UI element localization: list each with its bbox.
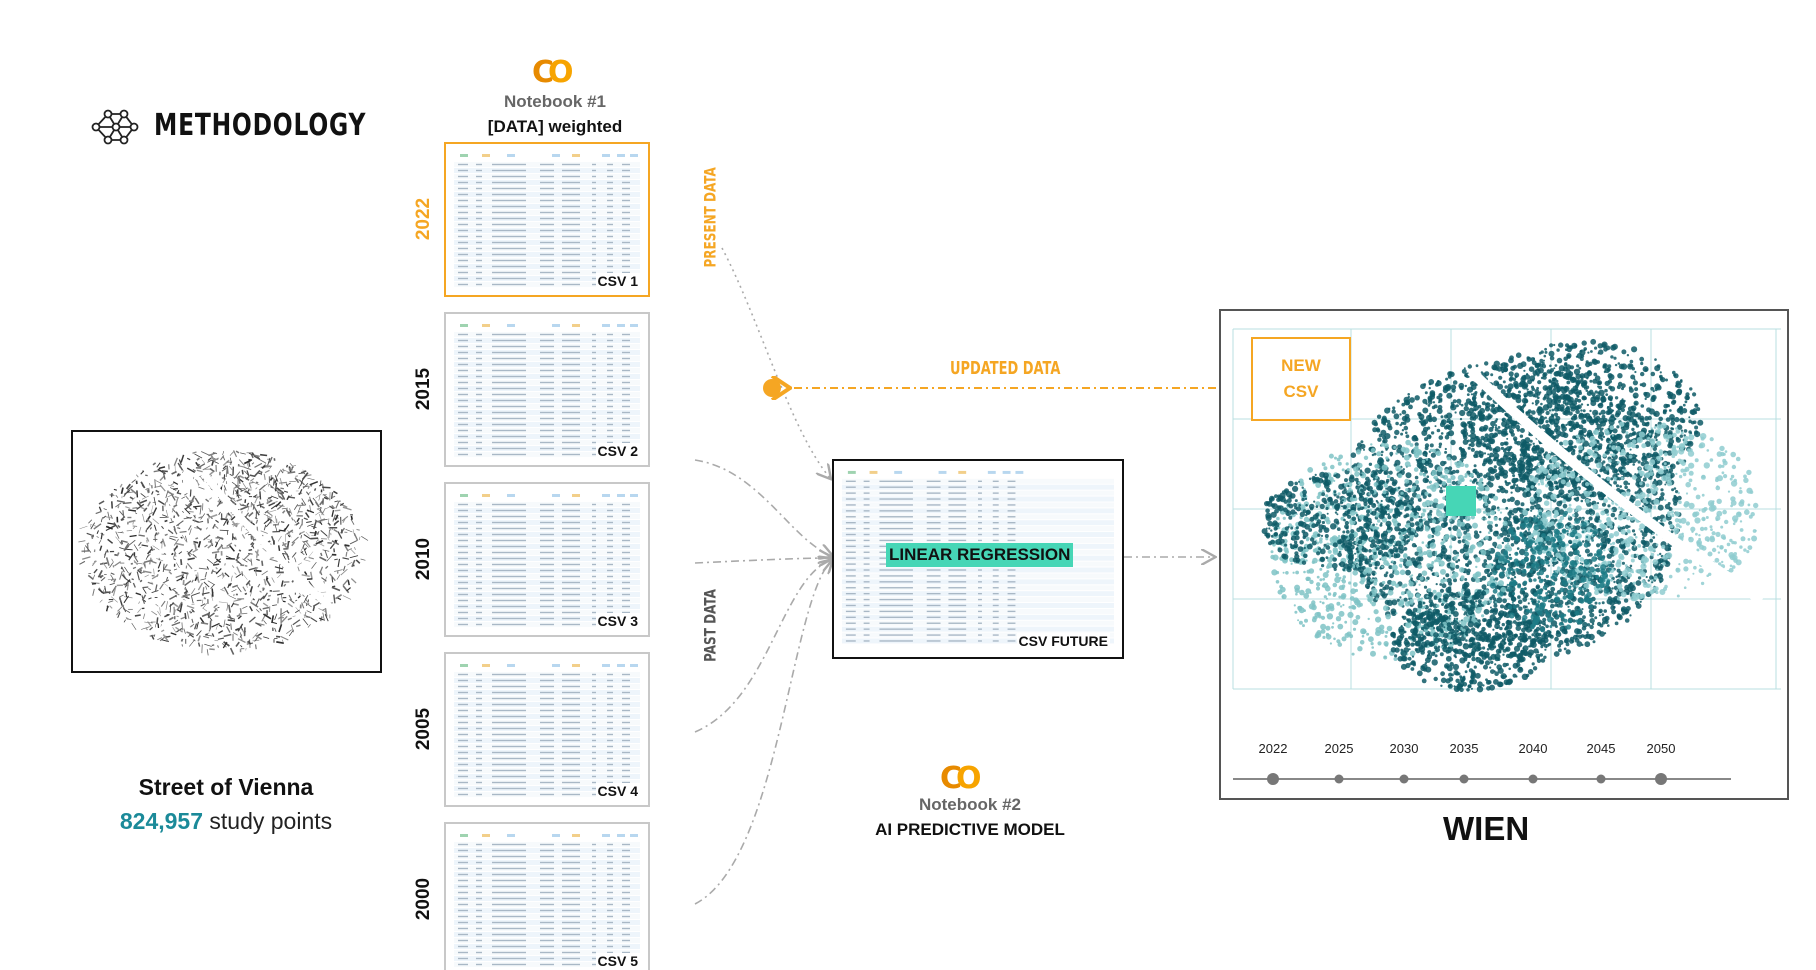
timeline-year: 2035 [1449,741,1479,756]
timeline-dot [1399,774,1409,784]
new-csv-line1: NEW [1281,356,1321,375]
csv-label: CSV 5 [595,953,640,969]
new-csv-line2: CSV [1283,382,1319,401]
table-preview [454,834,640,967]
timeline-dot [1267,773,1279,785]
timeline-dot [1334,774,1344,784]
table-preview [454,664,640,797]
linear-regression-badge: LINEAR REGRESSION [886,543,1074,567]
timeline-dot [1655,773,1667,785]
timeline-dot [1596,774,1606,784]
csv-year: 2000 [413,877,434,921]
csv-label: CSV 4 [595,783,640,799]
timeline-year: 2025 [1324,741,1354,756]
wien-prediction-map [1232,328,1781,785]
study-points-count: 824,957 [119,808,203,834]
csv-year: 2015 [413,367,434,411]
timeline-year: 2022 [1258,741,1288,756]
link-csv3-model [694,558,832,563]
colab-logo-icon: CO [532,55,573,90]
link-csv2-model [694,459,832,556]
colab-logo-icon: CO [940,761,981,796]
link-csv1-model [721,247,830,478]
csv-year: 2005 [413,707,434,751]
csv-year: 2022 [413,197,434,241]
timeline-year: 2040 [1518,741,1548,756]
notebook1-title: Notebook #1 [503,92,607,111]
page-title: METHODOLOGY [154,108,367,143]
city-label: WIEN [1443,810,1530,847]
study-points-suffix: study points [209,808,333,834]
csv-card: CSV 5 [444,822,650,970]
timeline-year: 2030 [1389,741,1419,756]
table-preview [454,494,640,627]
table-preview [454,154,640,287]
csv-future-card: LINEAR REGRESSION CSV FUTURE [832,459,1124,659]
vienna-street-map [78,450,369,656]
updated-data-dot [763,379,781,397]
csv-card: CSV 3 [444,482,650,637]
vienna-street-map-frame [71,430,382,673]
notebook2-title: Notebook #2 [918,795,1022,814]
csv-year: 2010 [413,537,434,581]
updated-data-label: UPDATED DATA [950,358,1061,379]
timeline-dot [1459,774,1469,784]
selected-cell [1446,486,1476,516]
timeline-year: 2045 [1586,741,1616,756]
wien-map-frame: NEW CSV 2022 2025 2030 2035 2040 2045 2050 [1219,309,1789,800]
csv-card: CSV 1 [444,142,650,297]
csv-label: CSV 3 [595,613,640,629]
vienna-title: Street of Vienna [138,774,314,800]
study-points: 824,957 study points [76,808,376,835]
csv-label: CSV 2 [595,443,640,459]
notebook1-subtitle: [DATA] weighted [487,117,623,136]
csv-future-label: CSV FUTURE [1016,633,1110,649]
timeline-dot [1528,774,1538,784]
past-data-label: PAST DATA [700,589,720,662]
csv-card: CSV 4 [444,652,650,807]
notebook2-subtitle: AI PREDICTIVE MODEL [875,820,1065,839]
new-csv-box: NEW CSV [1251,337,1351,421]
csv-label: CSV 1 [595,273,640,289]
table-preview [454,324,640,457]
neural-network-icon [91,109,139,145]
csv-card: CSV 2 [444,312,650,467]
present-data-label: PRESENT DATA [700,167,720,268]
timeline-year: 2050 [1646,741,1676,756]
